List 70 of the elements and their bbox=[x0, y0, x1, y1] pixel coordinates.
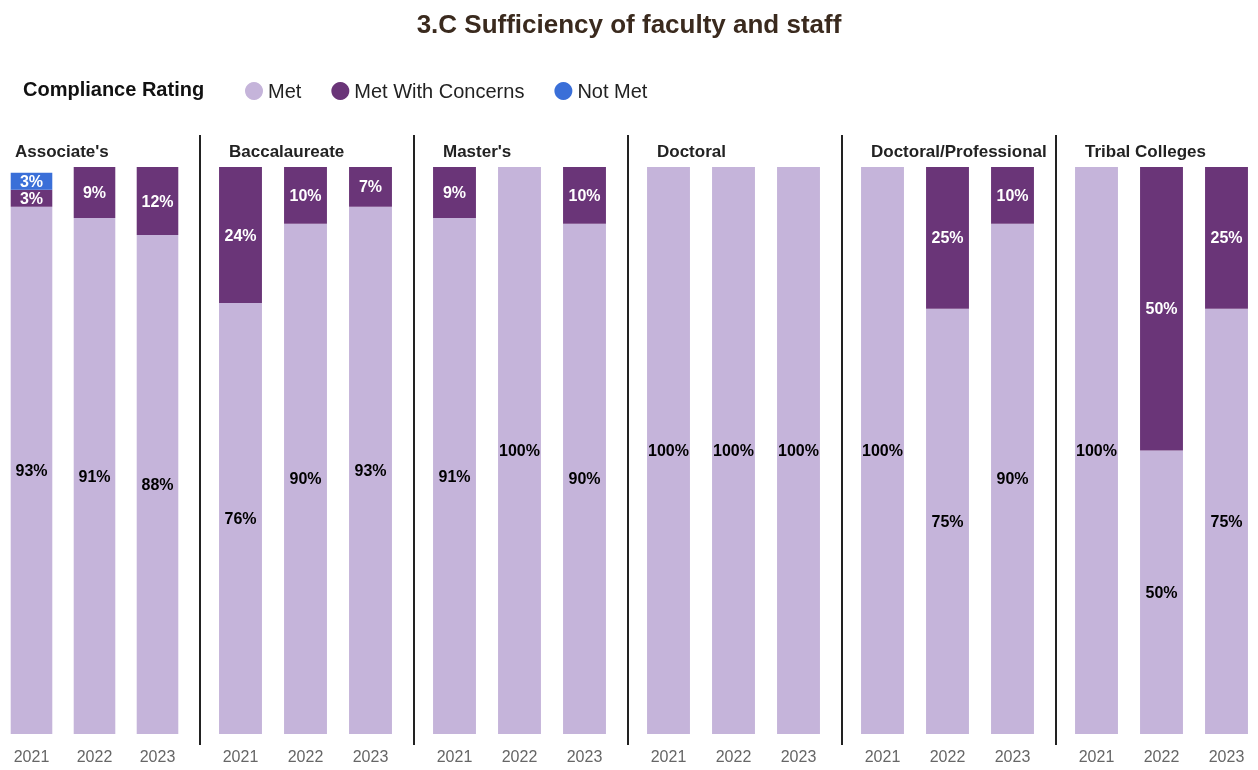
data-label: 9% bbox=[82, 184, 107, 202]
data-label: 90% bbox=[568, 470, 601, 488]
x-tick-label: 2022 bbox=[287, 747, 324, 765]
x-tick-label: 2022 bbox=[715, 747, 752, 765]
bar bbox=[136, 167, 179, 236]
x-tick-label: 2023 bbox=[352, 747, 389, 765]
text: 3.C Sufficiency of faculty and staff bbox=[416, 9, 842, 39]
bar bbox=[10, 206, 53, 734]
data-label: 100% bbox=[499, 442, 540, 459]
chart-title: Associate's bbox=[15, 142, 109, 161]
legend-title: Compliance Rating bbox=[23, 78, 205, 100]
data-label: 10% bbox=[289, 186, 322, 204]
bar bbox=[284, 167, 327, 224]
data-label: 9% bbox=[442, 184, 467, 202]
x-tick-label: 2022 bbox=[76, 747, 113, 765]
chart-title: Doctoral/Professional bbox=[871, 142, 1047, 161]
chart-title: Tribal Colleges bbox=[1085, 142, 1206, 161]
x-tick-label: 2021 bbox=[13, 747, 50, 765]
x-tick-label: 2023 bbox=[139, 747, 176, 765]
legend-label: Met With Concerns bbox=[354, 80, 525, 102]
bar bbox=[349, 206, 392, 734]
x-tick-label: 2023 bbox=[566, 747, 603, 765]
data-label: 100% bbox=[648, 442, 689, 459]
data-label: 7% bbox=[358, 178, 383, 196]
data-label: 100% bbox=[862, 442, 903, 459]
x-tick-label: 2022 bbox=[929, 747, 966, 765]
data-label: 3% bbox=[19, 189, 44, 207]
data-label: 75% bbox=[931, 512, 964, 530]
data-label: 100% bbox=[713, 442, 754, 459]
data-label: 76% bbox=[224, 510, 257, 528]
x-tick-label: 2021 bbox=[864, 747, 901, 765]
data-label: 93% bbox=[15, 461, 48, 479]
data-label: 93% bbox=[354, 461, 387, 479]
x-tick-label: 2021 bbox=[650, 747, 687, 765]
data-label: 88% bbox=[141, 476, 174, 494]
data-label: 91% bbox=[78, 467, 111, 485]
data-label: 90% bbox=[289, 470, 322, 488]
x-tick-label: 2023 bbox=[994, 747, 1031, 765]
data-label: 50% bbox=[1145, 583, 1178, 601]
data-label: 75% bbox=[1210, 512, 1243, 530]
bar bbox=[349, 167, 392, 207]
data-label: 24% bbox=[224, 226, 257, 244]
bar bbox=[219, 167, 262, 304]
data-label: 25% bbox=[931, 229, 964, 247]
chart-title: Baccalaureate bbox=[229, 142, 345, 161]
data-label: 10% bbox=[996, 186, 1029, 204]
x-tick-label: 2021 bbox=[436, 747, 473, 765]
data-label: 100% bbox=[778, 442, 819, 459]
x-tick-label: 2023 bbox=[1208, 747, 1245, 765]
x-tick-label: 2021 bbox=[222, 747, 259, 765]
chart-title: Master's bbox=[443, 142, 512, 161]
data-label: 10% bbox=[568, 186, 601, 204]
x-tick-label: 2023 bbox=[780, 747, 817, 765]
bar bbox=[136, 235, 179, 734]
chart-title: Doctoral bbox=[657, 142, 726, 161]
data-label: 90% bbox=[996, 470, 1029, 488]
legend-label: Met bbox=[268, 80, 302, 102]
bar bbox=[219, 303, 262, 734]
x-tick-label: 2022 bbox=[1143, 747, 1180, 765]
data-label: 100% bbox=[1076, 442, 1117, 459]
bar bbox=[284, 223, 327, 734]
data-label: 3% bbox=[19, 172, 44, 190]
legend-label: Not Met bbox=[577, 80, 648, 102]
data-label: 91% bbox=[438, 467, 471, 485]
data-label: 50% bbox=[1145, 300, 1178, 318]
x-tick-label: 2022 bbox=[501, 747, 538, 765]
data-label: 25% bbox=[1210, 229, 1243, 247]
x-tick-label: 2021 bbox=[1078, 747, 1115, 765]
bar bbox=[73, 218, 116, 734]
data-label: 12% bbox=[141, 192, 174, 210]
